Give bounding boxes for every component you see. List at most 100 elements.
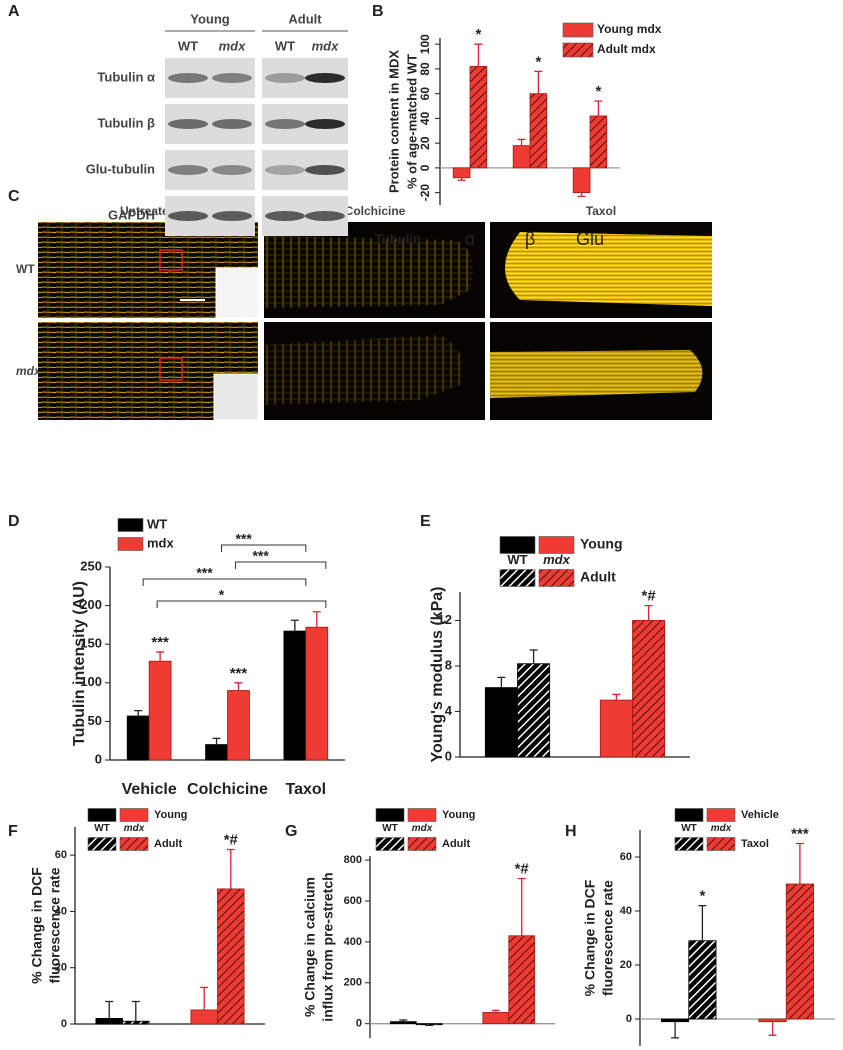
error-bar [290,619,299,632]
panel-letter: A [8,3,20,20]
panel-letter: H [565,823,577,840]
image-panel: Untreated Colchicine Taxol WT mdx [16,204,712,421]
band [212,73,252,83]
error-bar [517,877,526,936]
legend-label: mdx [147,535,175,550]
bar [389,1021,417,1025]
legend-label: Adult [580,569,616,585]
y-tick-label: 100 [80,674,102,689]
band [305,73,345,83]
x-tick-label: α [465,229,475,249]
band [265,211,305,221]
y-axis-label: Young's modulus (kPa) [429,587,446,763]
legend-swatch [117,537,144,551]
legend-swatch [117,518,144,532]
legend-label: mdx [711,823,732,834]
error-bar [497,676,506,688]
y-tick-label: 0 [418,164,432,171]
significance-label: * [595,83,601,100]
error-bar [517,138,526,146]
legend-label: Young [580,536,623,552]
bar [482,1012,510,1025]
row-label: Tubulin β [97,115,155,130]
x-tick-label: Taxol [286,781,327,798]
significance-label: *** [230,665,248,682]
y-tick-label: 40 [55,905,67,917]
legend-swatch [674,808,704,822]
y-tick-label: 0 [95,751,102,766]
legend-label: Adult [442,838,470,850]
row-label: GAPDH [108,207,155,222]
panel-letter: F [8,823,18,840]
bar [227,690,250,761]
bar [758,1018,787,1023]
panel-letter: C [8,188,20,205]
legend-swatch [706,837,736,851]
inset [213,373,259,421]
bar [122,1020,150,1025]
significance-label: *# [642,588,657,605]
bar [661,1018,690,1023]
column-label: Untreated [120,204,176,218]
error-bar [234,682,243,691]
error-bar [577,192,586,197]
bar [126,715,150,761]
band [305,165,345,175]
legend-label: WT [94,823,110,834]
error-bar [212,737,221,745]
bracket [156,600,327,608]
bar [688,940,717,1020]
bracket [142,578,307,586]
error-bar [594,100,603,116]
panel-letter: B [372,3,384,20]
legend-label: Adult mdx [597,42,656,56]
bar [95,1017,123,1025]
band [265,119,305,129]
y-tick-label: 0 [356,1018,362,1030]
bar [469,66,488,169]
significance-label: * [475,26,481,43]
y-tick-label: 20 [55,962,67,974]
significance-label: *# [224,831,239,848]
y-tick-label: 600 [344,895,362,907]
error-bar [131,1000,140,1022]
legend-label: Taxol [741,838,769,850]
bar [512,145,531,169]
lane-label: mdx [219,38,247,53]
roi-box [159,249,183,271]
legend-label: mdx [543,552,571,567]
legend-swatch [706,808,736,822]
error-bar [795,842,804,884]
bar [508,935,536,1025]
y-tick-label: 100 [418,34,432,54]
lane-label: mdx [312,38,340,53]
y-axis-label: Tubulin intensity (AU) [71,581,88,746]
x-tick-label: Glu [576,229,604,249]
error-bar [612,693,621,701]
legend-swatch [538,536,575,554]
band [305,119,345,129]
bar [415,1023,443,1026]
significance-label: * [535,53,541,70]
legend-swatch [375,837,405,851]
bar [283,630,307,761]
error-bar [312,611,321,628]
band [305,211,345,221]
error-bar [425,1024,434,1026]
row-label: Glu-tubulin [86,161,155,176]
band [265,73,305,83]
band [168,165,208,175]
legend-label: Young [154,809,187,821]
bar [572,167,591,194]
panel-letter: E [420,513,431,530]
roi-box [159,357,183,381]
legend-label: WT [147,516,167,531]
error-bar [529,649,538,664]
y-tick-label: 8 [445,657,452,672]
panel-letter: D [8,513,20,530]
bracket-label: *** [252,548,269,564]
y-tick-label: 0 [445,748,452,763]
significance-label: *# [515,860,530,877]
error-bar [768,1021,777,1036]
y-axis-label: fluorescence rate [47,867,63,983]
